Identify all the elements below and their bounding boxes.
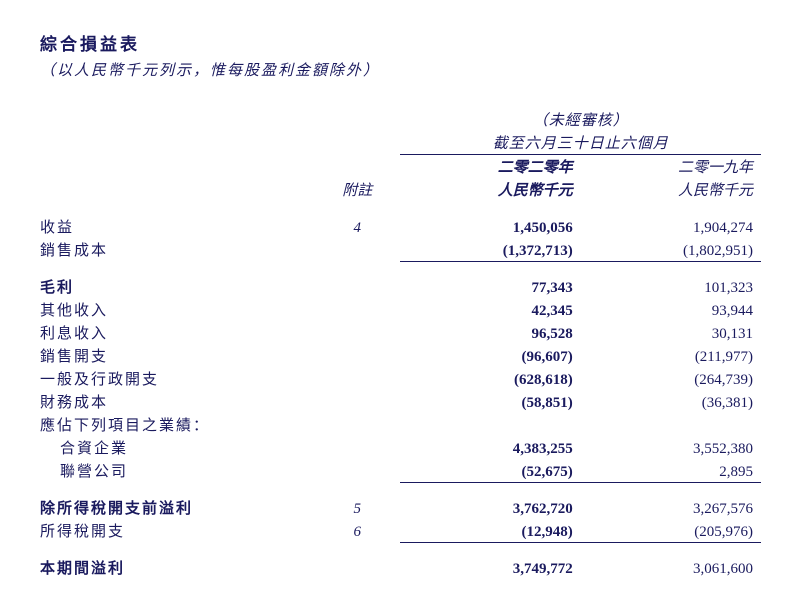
row-value-prior: (36,381) [581, 390, 761, 413]
table-row: 本期間溢利 3,749,772 3,061,600 [40, 556, 761, 579]
row-value-current: (96,607) [400, 344, 580, 367]
row-label: 銷售開支 [40, 344, 314, 367]
row-label: 利息收入 [40, 321, 314, 344]
row-value-prior: (211,977) [581, 344, 761, 367]
row-value-current: (58,851) [400, 390, 580, 413]
page-title: 綜合損益表 [40, 30, 761, 55]
row-value-current: 3,749,772 [400, 556, 580, 579]
header-year-current: 二零二零年 [400, 155, 580, 179]
row-value-current: 42,345 [400, 298, 580, 321]
row-label: 財務成本 [40, 390, 314, 413]
row-note: 6 [314, 519, 401, 542]
row-label: 本期間溢利 [40, 556, 314, 579]
page-subtitle: （以人民幣千元列示，惟每股盈利金額除外） [40, 59, 761, 80]
table-row: 除所得稅開支前溢利 5 3,762,720 3,267,576 [40, 496, 761, 519]
row-value-prior: (1,802,951) [581, 238, 761, 261]
table-row: 毛利 77,343 101,323 [40, 275, 761, 298]
row-note: 4 [314, 215, 401, 238]
row-note: 5 [314, 496, 401, 519]
row-value-current: 96,528 [400, 321, 580, 344]
row-value-prior: (205,976) [581, 519, 761, 542]
table-row: 銷售開支 (96,607) (211,977) [40, 344, 761, 367]
table-row: 利息收入 96,528 30,131 [40, 321, 761, 344]
row-value-prior: 2,895 [581, 459, 761, 482]
table-row: 所得稅開支 6 (12,948) (205,976) [40, 519, 761, 542]
income-statement-table: （未經審核） 截至六月三十日止六個月 二零二零年 二零一九年 附註 人民幣千元 … [40, 108, 761, 579]
row-value-current: 4,383,255 [400, 436, 580, 459]
row-label: 一般及行政開支 [40, 367, 314, 390]
header-currency-prior: 人民幣千元 [581, 178, 761, 201]
row-label: 合資企業 [40, 436, 314, 459]
row-value-current: (12,948) [400, 519, 580, 542]
row-value-current: 77,343 [400, 275, 580, 298]
row-label: 毛利 [40, 275, 314, 298]
header-note: 附註 [314, 178, 401, 201]
row-label: 銷售成本 [40, 238, 314, 261]
header-currency-current: 人民幣千元 [400, 178, 580, 201]
row-value-prior: 3,061,600 [581, 556, 761, 579]
row-label: 除所得稅開支前溢利 [40, 496, 314, 519]
table-row: 其他收入 42,345 93,944 [40, 298, 761, 321]
row-value-current: (52,675) [400, 459, 580, 482]
row-value-current: 3,762,720 [400, 496, 580, 519]
row-label: 所得稅開支 [40, 519, 314, 542]
row-label: 聯營公司 [40, 459, 314, 482]
header-unaudited: （未經審核） [400, 108, 761, 131]
table-row: 應佔下列項目之業績： [40, 413, 761, 436]
row-value-prior: 3,267,576 [581, 496, 761, 519]
row-label: 應佔下列項目之業績： [40, 413, 314, 436]
header-period: 截至六月三十日止六個月 [400, 131, 761, 155]
table-row: 銷售成本 (1,372,713) (1,802,951) [40, 238, 761, 261]
table-row: 財務成本 (58,851) (36,381) [40, 390, 761, 413]
row-value-prior: 93,944 [581, 298, 761, 321]
row-value-prior: (264,739) [581, 367, 761, 390]
table-row: 合資企業 4,383,255 3,552,380 [40, 436, 761, 459]
row-label: 收益 [40, 215, 314, 238]
table-row: 收益 4 1,450,056 1,904,274 [40, 215, 761, 238]
row-value-prior: 3,552,380 [581, 436, 761, 459]
row-value-current: (1,372,713) [400, 238, 580, 261]
row-label: 其他收入 [40, 298, 314, 321]
table-row: 一般及行政開支 (628,618) (264,739) [40, 367, 761, 390]
row-value-prior: 101,323 [581, 275, 761, 298]
row-value-prior: 1,904,274 [581, 215, 761, 238]
header-year-prior: 二零一九年 [581, 155, 761, 179]
row-value-current: (628,618) [400, 367, 580, 390]
row-value-prior: 30,131 [581, 321, 761, 344]
table-row: 聯營公司 (52,675) 2,895 [40, 459, 761, 482]
row-value-current: 1,450,056 [400, 215, 580, 238]
